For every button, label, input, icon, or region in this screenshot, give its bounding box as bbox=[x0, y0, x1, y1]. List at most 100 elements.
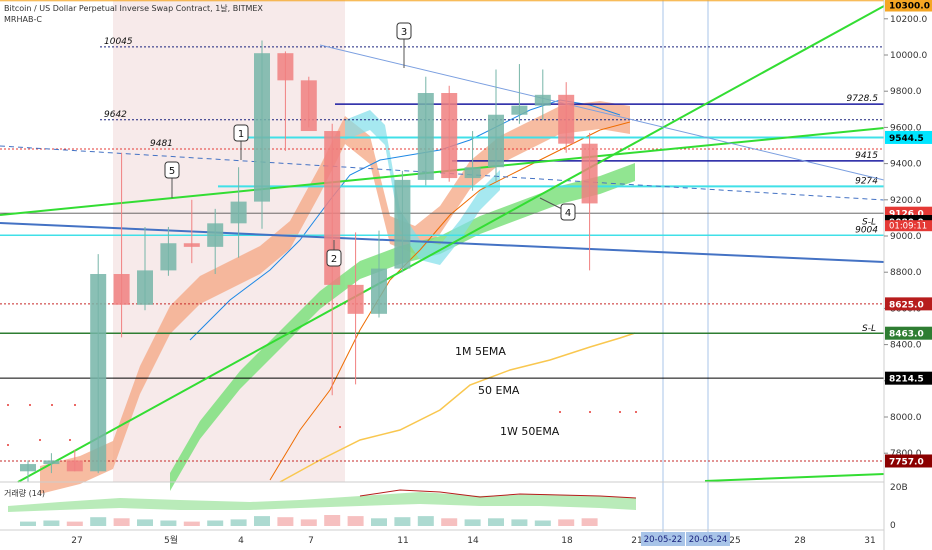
level-label: 9728.5 bbox=[847, 94, 879, 104]
callout-number: 3 bbox=[401, 27, 407, 38]
y-tick-label: 10000.0 bbox=[890, 51, 927, 61]
x-tick-label: 28 bbox=[794, 536, 806, 546]
volume-bar bbox=[230, 519, 247, 526]
volume-bar bbox=[90, 517, 107, 526]
price-tag-label: 9544.5 bbox=[889, 134, 924, 144]
countdown-tag bbox=[885, 220, 932, 232]
candle-body bbox=[160, 243, 177, 271]
callout-number: 4 bbox=[565, 208, 571, 219]
ema-dot bbox=[619, 411, 621, 413]
ema-dot bbox=[69, 439, 71, 441]
volume-bar bbox=[207, 520, 224, 526]
candle-body bbox=[254, 53, 270, 202]
candle-body bbox=[20, 464, 36, 472]
callout-box bbox=[233, 124, 249, 142]
candle-body bbox=[534, 94, 551, 106]
price-tag bbox=[885, 326, 932, 340]
x-tick-label: 25 bbox=[729, 536, 740, 546]
candle-body bbox=[43, 460, 60, 465]
volume-bar bbox=[371, 518, 387, 526]
candle-body bbox=[371, 268, 387, 314]
x-tick-label: 4 bbox=[238, 536, 244, 546]
x-tick-label: 31 bbox=[864, 536, 875, 546]
candle-body bbox=[277, 53, 294, 81]
ema-dot bbox=[589, 411, 591, 413]
volume-bar bbox=[43, 520, 60, 526]
callout-number: 1 bbox=[238, 129, 244, 140]
volume-axis-label: 20B bbox=[890, 483, 908, 493]
price-tag-label: 9126.0 bbox=[889, 210, 924, 220]
volume-bar bbox=[66, 521, 83, 526]
volume-bar bbox=[581, 518, 598, 526]
candle-body bbox=[347, 284, 364, 314]
ema-dot bbox=[39, 439, 41, 441]
y-tick-label: 9400.0 bbox=[890, 160, 922, 170]
yellow-ema-line bbox=[279, 332, 636, 483]
ema-dot bbox=[559, 411, 561, 413]
volume-bar bbox=[534, 520, 551, 526]
callout-box bbox=[396, 22, 412, 40]
callout-box bbox=[326, 249, 342, 267]
price-tag bbox=[885, 0, 932, 12]
x-tick-label: 7 bbox=[308, 536, 314, 546]
price-tag bbox=[885, 297, 932, 311]
chart-title: Bitcoin / US Dollar Perpetual Inverse Sw… bbox=[4, 4, 263, 13]
candle-body bbox=[417, 93, 434, 180]
level-label: 9642 bbox=[104, 110, 127, 120]
x-tick-label: 14 bbox=[467, 536, 479, 546]
volume-axis-label: 0 bbox=[890, 521, 896, 531]
candle-body bbox=[464, 167, 481, 179]
y-tick-label: 7800.0 bbox=[890, 449, 922, 459]
candle-body bbox=[207, 223, 224, 247]
ema-dot bbox=[7, 444, 9, 446]
y-tick-label: 8000.0 bbox=[890, 413, 922, 423]
level-label: 9274 bbox=[855, 176, 878, 186]
price-tag-label: 8625.0 bbox=[889, 300, 924, 310]
green-trendline bbox=[17, 5, 885, 483]
callout-number: 2 bbox=[331, 254, 337, 265]
volume-ma-line bbox=[359, 489, 637, 499]
candle-body bbox=[113, 274, 130, 305]
candle-body bbox=[511, 105, 528, 115]
callout-box bbox=[164, 161, 180, 179]
y-tick-label: 9800.0 bbox=[890, 87, 922, 97]
y-tick-label: 8400.0 bbox=[890, 341, 922, 351]
candle-body bbox=[581, 143, 598, 204]
volume-bar bbox=[417, 516, 434, 526]
candle-body bbox=[441, 93, 458, 179]
volume-bar bbox=[20, 521, 36, 526]
ema-dot bbox=[74, 404, 76, 406]
volume-bar bbox=[254, 516, 270, 526]
volume-pane-label: 거래량 (14) bbox=[4, 488, 45, 498]
sl-label: S-L bbox=[862, 324, 876, 334]
ema-dot bbox=[339, 426, 341, 428]
green-trendline bbox=[704, 473, 885, 482]
candle-body bbox=[66, 460, 83, 472]
y-tick-label: 9600.0 bbox=[890, 123, 922, 133]
ema-dot bbox=[29, 404, 31, 406]
volume-bar bbox=[300, 519, 317, 526]
candle-body bbox=[230, 201, 247, 224]
level-label: 10045 bbox=[104, 37, 133, 47]
volume-bar bbox=[394, 517, 411, 526]
volume-bar bbox=[441, 518, 458, 526]
countdown-label: 01:09:11 bbox=[889, 222, 927, 232]
candle-body bbox=[90, 274, 107, 472]
volume-bar bbox=[488, 518, 504, 526]
date-tag-label: 20-05-24 bbox=[689, 535, 728, 545]
candle-body bbox=[488, 114, 504, 168]
x-tick-label: 11 bbox=[397, 536, 408, 546]
chart-header: Bitcoin / US Dollar Perpetual Inverse Sw… bbox=[4, 3, 263, 25]
candle-body bbox=[300, 80, 317, 132]
price-tag bbox=[885, 454, 932, 468]
x-tick-label: 27 bbox=[71, 536, 82, 546]
volume-bar bbox=[277, 517, 294, 526]
indicator-name: MRHAB-C bbox=[4, 15, 42, 24]
level-label: 9415 bbox=[855, 151, 878, 161]
price-tag bbox=[885, 371, 932, 385]
price-tag bbox=[885, 130, 932, 144]
price-tag-label: 8463.0 bbox=[889, 330, 924, 340]
price-tag-label: 10300.0 bbox=[889, 2, 930, 12]
date-tag bbox=[686, 532, 730, 546]
